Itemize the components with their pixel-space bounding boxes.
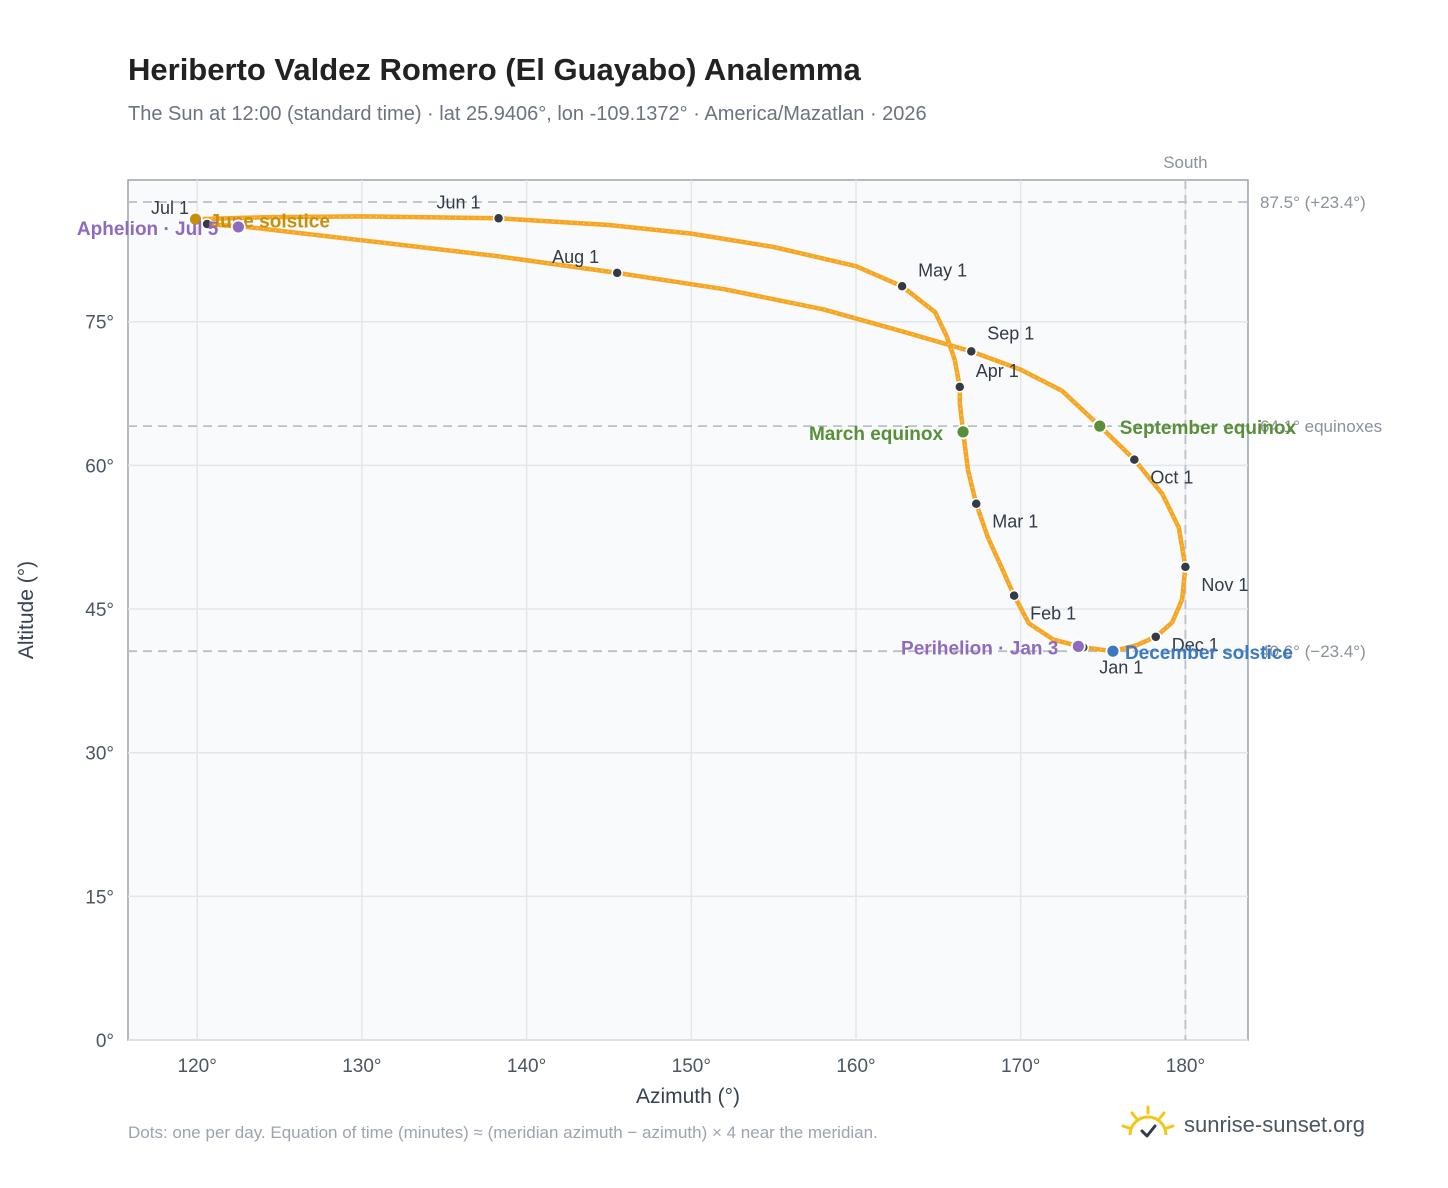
month-marker-dot	[965, 345, 978, 358]
month-marker-dot	[492, 212, 505, 225]
x-tick-label: 160°	[836, 1056, 875, 1077]
month-marker-dot	[896, 280, 908, 293]
x-tick-label: 120°	[178, 1056, 217, 1077]
month-markers: Jan 1 Feb 1 Mar 1 Apr 1 May 1 Jun 1 Jul 1 Aug 1…	[151, 192, 1248, 677]
y-tick-label: 15°	[85, 887, 114, 908]
event-marker-dot	[230, 219, 246, 235]
chart-subtitle: The Sun at 12:00 (standard time) · lat 2…	[128, 103, 927, 125]
meridian-label: South	[1163, 153, 1207, 172]
x-axis: 120° 130° 140° 150° 160° 170° 180°	[178, 1056, 1206, 1077]
month-marker-label: Nov 1	[1201, 575, 1248, 595]
month-marker-dot	[1008, 589, 1020, 602]
y-axis-label: Altitude (°)	[15, 561, 38, 659]
month-marker-label: Mar 1	[992, 512, 1038, 532]
event-marker-label: December solstice	[1125, 643, 1293, 664]
plot-area	[127, 179, 1249, 1041]
month-marker-dot	[201, 218, 213, 230]
event-markers: June solstice December solstice March equi…	[77, 211, 1297, 664]
event-marker-dot	[955, 424, 971, 440]
y-tick-label: 30°	[85, 744, 114, 765]
month-marker-dot	[954, 381, 966, 393]
y-axis: 0° 15° 30° 45° 60° 75°	[85, 313, 114, 1052]
reference-label: 40.6° (−23.4°)	[1260, 642, 1366, 661]
event-marker-label: Perihelion · Jan 3	[901, 638, 1058, 659]
x-axis-label: Azimuth (°)	[636, 1085, 740, 1108]
event-marker-label: Aphelion · Jul 5	[77, 219, 219, 240]
month-marker-dot	[1128, 453, 1141, 466]
x-tick-label: 170°	[1001, 1056, 1040, 1077]
x-tick-label: 130°	[342, 1056, 381, 1077]
analemma-curve	[193, 214, 1188, 654]
event-marker-label: March equinox	[809, 424, 944, 445]
x-tick-label: 180°	[1166, 1056, 1205, 1077]
y-tick-label: 75°	[85, 313, 114, 334]
month-marker-label: Oct 1	[1150, 468, 1193, 488]
month-marker-dot	[1150, 631, 1162, 643]
month-marker-label: Jun 1	[437, 192, 481, 212]
event-marker-dot	[1092, 418, 1108, 434]
event-marker-dot	[188, 211, 203, 227]
y-tick-label: 60°	[85, 456, 114, 477]
month-marker-label: May 1	[918, 260, 967, 280]
y-tick-label: 0°	[96, 1031, 114, 1052]
brand-name: sunrise-sunset.org	[1184, 1112, 1365, 1137]
x-tick-label: 150°	[672, 1056, 711, 1077]
month-marker-dot	[611, 267, 623, 279]
month-marker-label: Sep 1	[987, 323, 1034, 343]
event-marker-dot	[1070, 638, 1086, 654]
month-marker-label: Feb 1	[1030, 604, 1076, 624]
meridian-line: South	[1163, 153, 1208, 1040]
chart-title: Heriberto Valdez Romero (El Guayabo) Ana…	[128, 52, 861, 87]
event-marker-label: June solstice	[210, 211, 330, 232]
brand-logo[interactable]: sunrise-sunset.org	[1120, 1100, 1365, 1150]
event-marker-label: September equinox	[1120, 418, 1297, 439]
x-tick-label: 140°	[507, 1056, 546, 1077]
event-marker-dot	[1105, 643, 1121, 659]
y-tick-label: 45°	[85, 600, 114, 621]
month-marker-label: Aug 1	[552, 247, 599, 267]
sun-logo-icon	[1121, 1105, 1175, 1138]
footnote: Dots: one per day. Equation of time (min…	[128, 1123, 878, 1142]
month-marker-label: Apr 1	[976, 361, 1019, 381]
reference-lines: 87.5° (+23.4°) 64.1° equinoxes 40.6° (−23.…	[128, 193, 1382, 661]
month-marker-dot	[1179, 561, 1192, 573]
reference-label: 87.5° (+23.4°)	[1260, 193, 1366, 212]
month-marker-label: Jan 1	[1099, 657, 1143, 677]
month-marker-label: Dec 1	[1172, 635, 1219, 655]
month-marker-dot	[970, 497, 982, 510]
month-marker-label: Jul 1	[151, 198, 189, 218]
reference-label: 64.1° equinoxes	[1260, 417, 1382, 436]
